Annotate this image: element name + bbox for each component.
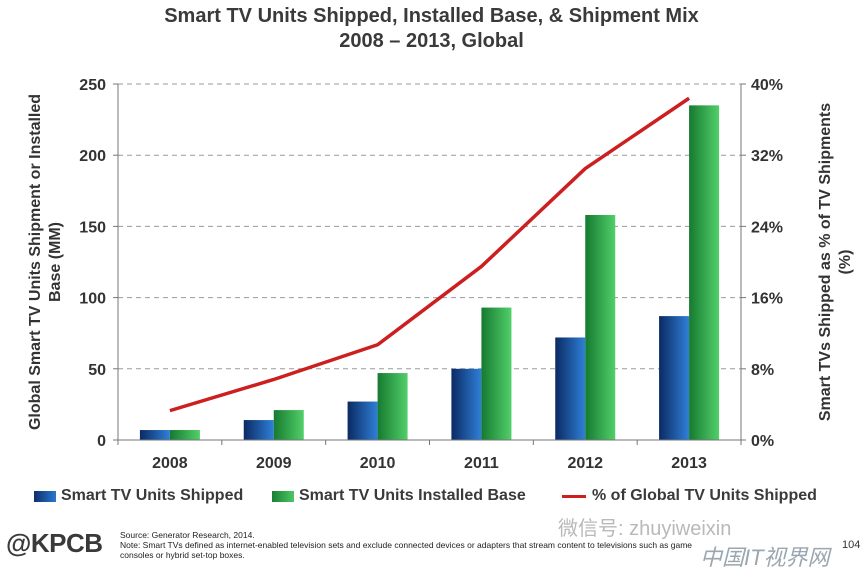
legend-label-shipped: Smart TV Units Shipped [61,487,243,505]
bar-installed-2011 [481,308,511,440]
y-axis-label-line1: Global Smart TV Units Shipment or Instal… [27,94,44,430]
legend-item-shipped: Smart TV Units Shipped [34,487,243,505]
x-tick-label: 2009 [256,455,292,472]
y2-tick-label: 40% [751,77,783,94]
y2-tick-label: 0% [751,433,774,450]
bar-shipped-2011 [451,369,481,440]
y2-tick-label: 8% [751,362,774,379]
page-number: 104 [842,539,860,551]
x-tick-label: 2013 [671,455,707,472]
x-tick-label: 2012 [567,455,603,472]
legend-item-percent: % of Global TV Units Shipped [562,487,817,505]
y-axis-label-line2: Base (MM) [47,222,64,302]
y-tick-label: 150 [79,219,106,236]
y-tick-label: 200 [79,148,106,165]
legend-swatch-installed [272,491,294,502]
legend-swatch-shipped [34,491,56,502]
kpcb-logo: @KPCB [6,528,103,559]
y2-tick-label: 16% [751,291,783,308]
bar-installed-2010 [378,373,408,440]
bar-installed-2009 [274,410,304,440]
wechat-watermark: 微信号: zhuyiweixin [558,512,731,541]
bar-shipped-2013 [659,316,689,440]
chart-canvas: 0 0% 50 8% 100 16% 150 24% 200 32% 250 40% 2008 2009 2… [0,0,863,480]
bar-shipped-2010 [348,402,378,440]
y-tick-label: 250 [79,77,106,94]
bar-installed-2013 [689,105,719,440]
chart-legend: Smart TV Units Shipped Smart TV Units In… [34,487,854,507]
x-tick-label: 2008 [152,455,188,472]
bar-shipped-2012 [555,337,585,440]
legend-label-installed: Smart TV Units Installed Base [299,487,526,505]
y2-tick-label: 24% [751,219,783,236]
bar-installed-2012 [585,215,615,440]
y-tick-label: 100 [79,291,106,308]
y2-axis-label: Smart TVs Shipped as % of TV Shipments(%… [817,103,854,421]
y-tick-label: 50 [88,362,106,379]
y2-axis-label-line2: (%) [837,250,854,275]
bar-installed-2008 [170,430,200,440]
site-watermark: 中国IT视界网 [700,540,830,572]
x-tick-label: 2010 [360,455,396,472]
legend-swatch-percent [562,495,586,498]
y2-axis-label-line1: Smart TVs Shipped as % of TV Shipments [817,103,834,421]
bar-shipped-2009 [244,420,274,440]
y-axis-label: Global Smart TV Units Shipment or Instal… [27,94,64,430]
y-tick-label: 0 [97,433,106,450]
legend-label-percent: % of Global TV Units Shipped [592,487,817,505]
legend-item-installed: Smart TV Units Installed Base [272,487,526,505]
x-tick-label: 2011 [464,455,499,472]
y2-tick-label: 32% [751,148,783,165]
bar-shipped-2008 [140,430,170,440]
